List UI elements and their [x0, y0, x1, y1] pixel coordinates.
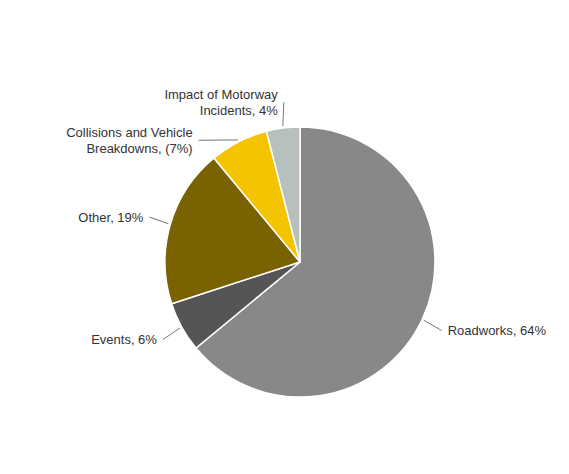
chart-container: Roadworks, 64% Events, 6% Other, 19% Collis…: [0, 0, 569, 474]
leader-line: [163, 328, 180, 340]
slice-label: Roadworks, 64%: [448, 323, 547, 338]
leader-line: [424, 320, 442, 330]
slice-label-line: Impact of Motorway: [164, 87, 278, 102]
leader-line: [282, 102, 284, 126]
labels: Roadworks, 64% Events, 6% Other, 19% Collis…: [66, 87, 546, 347]
slice-label: Other, 19%: [78, 210, 143, 225]
slice-label-line: Breakdowns, (7%): [86, 141, 192, 156]
slice-label: Collisions and VehicleBreakdowns, (7%): [66, 125, 192, 156]
slice-label-line: Other, 19%: [78, 210, 143, 225]
slice-label-line: Collisions and Vehicle: [66, 125, 192, 140]
pie-slice: [266, 127, 300, 262]
slice-label: Events, 6%: [91, 332, 157, 347]
leader-line: [199, 139, 238, 140]
slice-label-line: Events, 6%: [91, 332, 157, 347]
slice-label: Impact of MotorwayIncidents, 4%: [164, 87, 278, 118]
leader-line: [149, 217, 168, 224]
pie-chart: Roadworks, 64% Events, 6% Other, 19% Collis…: [0, 0, 569, 474]
slice-label-line: Roadworks, 64%: [448, 323, 547, 338]
slices: [165, 127, 435, 397]
slice-label-line: Incidents, 4%: [200, 103, 278, 118]
